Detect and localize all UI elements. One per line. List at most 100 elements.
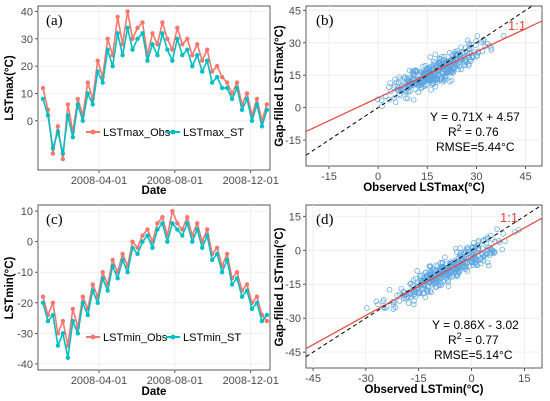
scatter-point (411, 71, 418, 77)
panel-a-xlabel: Date (142, 185, 167, 197)
series-point-LSTmin_Obs (110, 257, 115, 263)
scatter-point (468, 41, 475, 48)
series-point-LSTmax_Obs (60, 156, 66, 162)
series-point-LSTmin_ST (125, 270, 130, 275)
scatter-point (410, 96, 417, 103)
panel-d-label: (d) (316, 212, 334, 228)
series-line-LSTmin_ST (42, 222, 268, 359)
series-point-LSTmax_ST (130, 47, 135, 52)
scatter-point (470, 247, 476, 254)
series-point-LSTmin_Obs (60, 318, 66, 324)
panel-c-ylabel: LSTmin(°C) (4, 256, 16, 319)
series-point-LSTmax_ST (180, 53, 185, 58)
scatter-point (441, 53, 448, 60)
scatter-point (420, 285, 426, 292)
scatter-point (450, 264, 457, 271)
series-point-LSTmax_Obs (214, 63, 220, 69)
scatter-point (405, 300, 412, 306)
scatter-point (488, 47, 494, 53)
series-point-LSTmin_Obs (80, 294, 85, 299)
series-point-LSTmax_ST (249, 118, 255, 124)
series-point-LSTmin_Obs (140, 233, 145, 238)
series-point-LSTmax_ST (150, 42, 155, 47)
scatter-point (428, 87, 434, 93)
series-point-LSTmin_ST (259, 318, 265, 324)
scatter-point (392, 304, 399, 311)
scatter-point (392, 99, 399, 105)
scatter-point (440, 270, 447, 277)
series-point-LSTmin_ST (70, 318, 76, 324)
series-point-LSTmax_ST (85, 91, 90, 96)
scatter-point (422, 63, 429, 69)
series-point-LSTmin_ST (50, 312, 56, 318)
scatter-point (448, 77, 455, 84)
scatter-point (500, 33, 507, 39)
x-tick-label: 45 (519, 171, 531, 183)
series-point-LSTmax_Obs (105, 36, 110, 41)
series-point-LSTmin_Obs (50, 300, 56, 305)
scatter-point (378, 97, 385, 104)
y-tick-label: -40 (17, 359, 33, 371)
panel-b-r2-value: = 0.76 (462, 125, 499, 139)
series-point-LSTmax_Obs (170, 47, 175, 52)
series-point-LSTmin_ST (65, 355, 71, 360)
series-point-LSTmin_ST (110, 263, 115, 269)
series-point-LSTmin_ST (40, 300, 46, 305)
series-point-LSTmin_Obs (185, 215, 190, 220)
scatter-point (455, 60, 462, 66)
scatter-point (375, 301, 381, 308)
series-point-LSTmin_ST (100, 276, 105, 281)
scatter-point (415, 89, 421, 96)
panel-d-r2-label: R (448, 333, 457, 347)
series-point-LSTmin_ST (200, 245, 205, 250)
scatter-point (474, 33, 481, 39)
panel-d-one-to-one-label: 1:1 (500, 210, 518, 225)
series-point-LSTmin_ST (170, 221, 175, 226)
scatter-point (500, 231, 507, 237)
series-point-LSTmin_Obs (204, 227, 210, 232)
series-point-LSTmax_ST (239, 107, 245, 113)
series-point-LSTmax_Obs (115, 14, 120, 20)
series-point-LSTmax_Obs (95, 58, 100, 63)
series-point-LSTmax_ST (75, 102, 81, 107)
scatter-point (412, 275, 419, 282)
scatter-point (444, 271, 450, 278)
x-tick-label: 15 (421, 171, 433, 183)
scatter-point (386, 287, 393, 293)
series-point-LSTmin_Obs (224, 251, 230, 257)
series-point-LSTmin_ST (224, 257, 230, 263)
series-point-LSTmax_ST (219, 85, 225, 91)
scatter-point (390, 301, 397, 308)
scatter-point (450, 272, 456, 278)
scatter-point (422, 69, 428, 75)
fit-line (306, 217, 542, 350)
series-point-LSTmax_ST (254, 102, 260, 107)
series-point-LSTmax_Obs (219, 74, 225, 80)
x-tick-label: 15 (518, 373, 530, 385)
series-point-LSTmax_ST (234, 85, 240, 91)
scatter-point (484, 259, 491, 265)
panel-d-r2-sup: 2 (457, 331, 462, 341)
panel-b-lines (306, 6, 542, 156)
scatter-point (396, 298, 403, 304)
scatter-point (398, 286, 405, 292)
panel-c-series (40, 208, 270, 360)
panel-b-r2-sup: 2 (457, 123, 462, 133)
series-point-LSTmin_ST (180, 233, 185, 238)
scatter-point (427, 263, 433, 269)
series-point-LSTmin_Obs (214, 245, 220, 250)
scatter-point (414, 268, 420, 274)
y-tick-label: 30 (21, 34, 33, 46)
series-point-LSTmax_Obs (125, 9, 130, 14)
panel-a-series (40, 9, 270, 162)
panel-d-grid (306, 205, 542, 368)
scatter-point (464, 37, 471, 44)
y-tick-label: 30 (289, 38, 301, 50)
scatter-point (477, 256, 484, 263)
panel-d-equation: Y = 0.86X - 3.02 (432, 318, 519, 332)
scatter-point (463, 260, 470, 266)
series-point-LSTmax_ST (90, 102, 95, 107)
series-point-LSTmax_Obs (175, 25, 180, 31)
series-point-LSTmin_ST (239, 294, 245, 299)
panel-b-rmse: RMSE=5.44°C (436, 140, 515, 154)
